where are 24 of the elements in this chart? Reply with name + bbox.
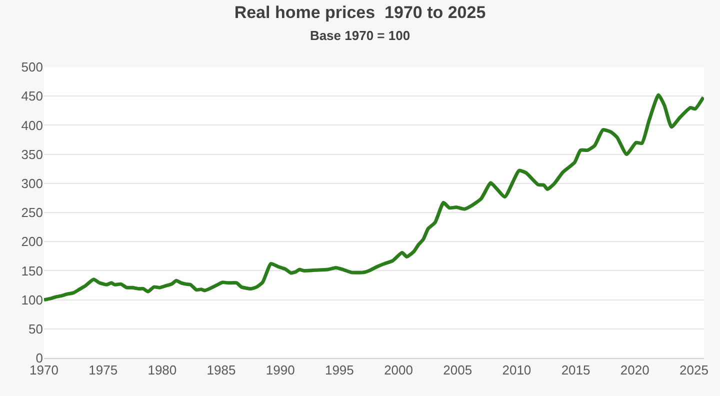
x-tick-label: 2020 bbox=[620, 362, 650, 378]
x-tick-label: 1990 bbox=[266, 362, 295, 378]
y-tick-label: 450 bbox=[21, 88, 43, 104]
y-tick-label: 500 bbox=[21, 60, 43, 75]
y-tick-label: 200 bbox=[21, 234, 43, 250]
y-tick-label: 100 bbox=[21, 292, 43, 308]
x-tick-label: 1975 bbox=[88, 362, 118, 378]
y-tick-label: 400 bbox=[21, 118, 43, 133]
y-tick-label: 250 bbox=[21, 205, 43, 220]
x-tick-label: 2005 bbox=[443, 362, 472, 378]
y-tick-label: 350 bbox=[21, 146, 43, 162]
x-tick-label: 2010 bbox=[502, 362, 532, 378]
x-tick-label: 2000 bbox=[384, 362, 413, 378]
x-tick-label: 2015 bbox=[561, 362, 590, 378]
chart-title: Real home prices 1970 to 2025 bbox=[234, 2, 486, 22]
x-tick-label: 1985 bbox=[206, 362, 236, 378]
x-tick-label: 2025 bbox=[680, 362, 708, 378]
chart-subtitle: Base 1970 = 100 bbox=[310, 28, 410, 43]
x-tick-label: 1980 bbox=[148, 362, 177, 378]
y-tick-label: 50 bbox=[28, 321, 43, 336]
line-series bbox=[44, 93, 704, 302]
y-tick-label: 300 bbox=[21, 176, 43, 191]
x-tick-label: 1995 bbox=[324, 362, 354, 378]
y-tick-label: 150 bbox=[21, 263, 43, 278]
